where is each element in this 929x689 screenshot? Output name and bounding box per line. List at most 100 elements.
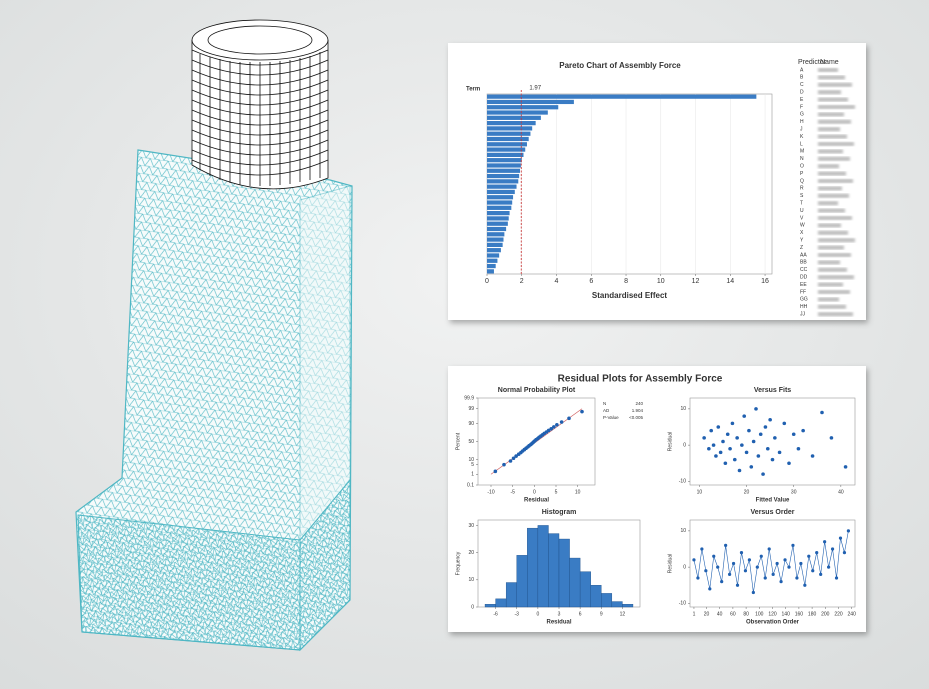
y-tick-label: 99 — [468, 406, 474, 412]
x-axis-label: Fitted Value — [756, 498, 790, 504]
y-tick-label: 0 — [683, 564, 686, 570]
point — [807, 555, 810, 558]
x-tick-label: 120 — [768, 611, 777, 617]
point — [783, 558, 786, 561]
point — [749, 465, 753, 469]
x-tick-label: 60 — [730, 611, 736, 617]
x-tick-label: 6 — [579, 611, 582, 617]
y-tick-label: -10 — [679, 479, 686, 485]
predictor: FF — [800, 289, 806, 295]
point — [580, 410, 584, 414]
bar — [485, 604, 496, 607]
page: Residual Plots for Assembly Force Predic… — [0, 0, 929, 689]
y-tick-label: 10 — [680, 406, 686, 412]
point — [702, 436, 706, 440]
name-blur — [818, 179, 853, 183]
name-blur — [818, 135, 847, 139]
point — [708, 587, 711, 590]
x-axis-label: Residual — [524, 498, 549, 504]
point — [831, 547, 834, 550]
chart-title: Pareto Chart of Assembly Force — [559, 61, 681, 70]
point — [712, 555, 715, 558]
point — [745, 451, 749, 455]
point — [768, 547, 771, 550]
point — [839, 537, 842, 540]
bar — [487, 153, 523, 157]
x-tick-label: -10 — [487, 489, 494, 495]
predictor: CC — [800, 267, 808, 273]
chart-title: Versus Fits — [754, 387, 791, 394]
x-tick-label: 10 — [575, 489, 581, 495]
y-tick-label: 99.9 — [464, 395, 474, 401]
predictor: W — [800, 223, 805, 229]
point — [692, 558, 695, 561]
x-tick-label: 40 — [838, 489, 844, 495]
point — [726, 432, 730, 436]
bar — [612, 602, 623, 607]
point — [768, 418, 772, 422]
name-blur — [818, 231, 848, 235]
table-header: Name — [820, 59, 839, 66]
stat-value: <0.005 — [629, 415, 643, 420]
point — [720, 580, 723, 583]
predictor: GG — [800, 297, 808, 303]
x-tick-label: 0 — [485, 278, 489, 285]
y-axis-label: Percent — [455, 432, 461, 450]
point — [811, 454, 815, 458]
point — [766, 447, 770, 451]
predictor: G — [800, 112, 804, 118]
name-blur — [818, 223, 841, 227]
point — [756, 566, 759, 569]
predictor: O — [800, 164, 804, 170]
point — [494, 470, 498, 474]
point — [502, 463, 506, 467]
predictor: C — [800, 82, 804, 88]
x-tick-label: 4 — [555, 278, 559, 285]
predictor: EE — [800, 282, 807, 288]
bar — [496, 599, 507, 607]
x-tick-label: 140 — [782, 611, 791, 617]
point — [731, 422, 735, 426]
x-tick-label: 160 — [795, 611, 804, 617]
x-tick-label: 5 — [555, 489, 558, 495]
predictor: JJ — [800, 312, 806, 318]
y-tick-label: 0.1 — [467, 482, 474, 488]
name-blur — [818, 238, 855, 242]
predictor: H — [800, 119, 804, 125]
bar — [487, 121, 536, 125]
bar — [487, 105, 558, 109]
predictor: DD — [800, 275, 808, 281]
predictor: M — [800, 149, 804, 155]
name-blur — [818, 186, 842, 190]
point — [759, 432, 763, 436]
point — [738, 469, 742, 473]
x-tick-label: -5 — [510, 489, 515, 495]
y-tick-label: 90 — [468, 421, 474, 427]
x-tick-label: 180 — [808, 611, 817, 617]
x-tick-label: 1 — [693, 611, 696, 617]
x-tick-label: 200 — [821, 611, 830, 617]
x-axis-label: Observation Order — [746, 620, 800, 626]
bar — [559, 539, 570, 607]
name-blur — [818, 260, 840, 264]
point — [815, 551, 818, 554]
point — [560, 420, 564, 424]
point — [847, 529, 850, 532]
name-blur — [818, 297, 839, 301]
stat-label: P-Value — [603, 415, 619, 420]
x-tick-label: 6 — [589, 278, 593, 285]
name-blur — [818, 68, 838, 72]
point — [733, 458, 737, 462]
bar — [487, 190, 515, 194]
bar — [527, 528, 538, 607]
bar — [487, 169, 520, 173]
bar — [622, 604, 633, 607]
predictor: D — [800, 90, 804, 96]
name-blur — [818, 209, 845, 213]
bar — [601, 593, 612, 607]
predictor: U — [800, 208, 804, 214]
chart-title: Histogram — [542, 509, 577, 516]
predictor: L — [800, 141, 803, 147]
point — [820, 411, 824, 415]
point — [773, 436, 777, 440]
